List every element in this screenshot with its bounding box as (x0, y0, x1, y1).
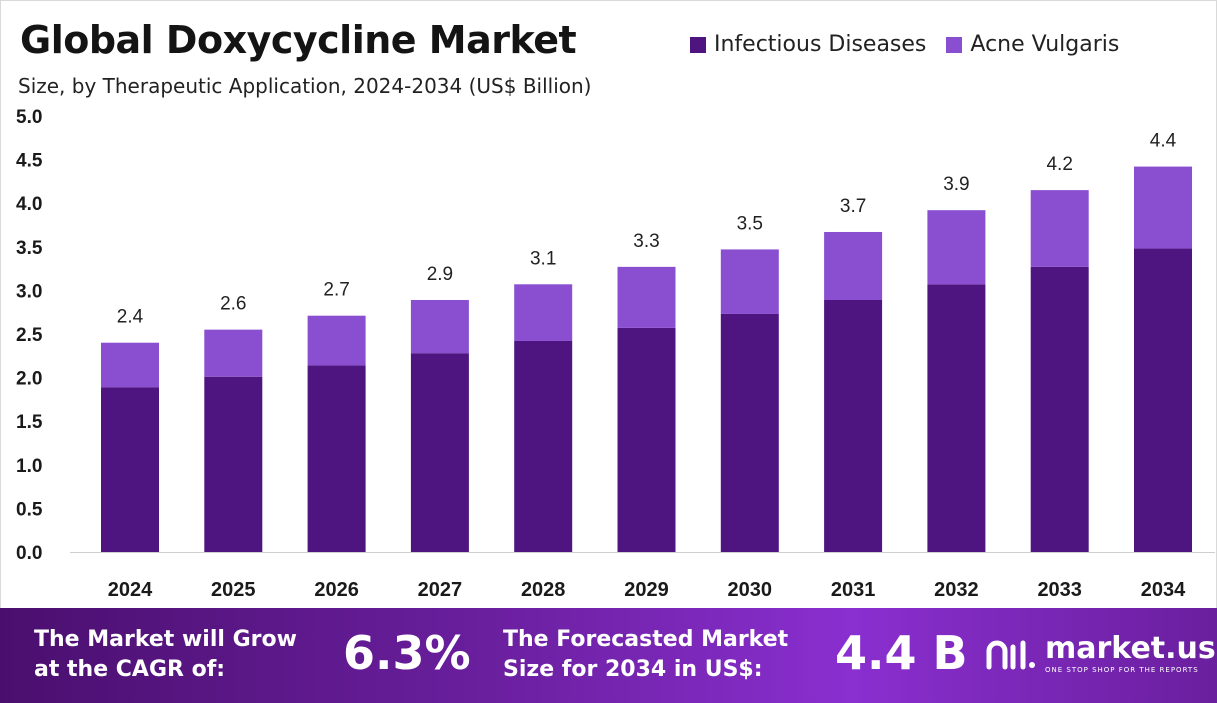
bar-acne-vulgaris (410, 299, 469, 354)
bar-acne-vulgaris (927, 210, 986, 285)
legend-swatch-acne-vulgaris (946, 36, 963, 53)
x-tick-label: 2032 (934, 579, 979, 601)
chart-title: Global Doxycycline Market (20, 18, 577, 62)
market-us-logo-icon (986, 640, 1035, 670)
forecast-value: 4.4 B (835, 626, 968, 680)
bar-infectious-diseases (927, 284, 986, 552)
y-tick-label: 1.0 (16, 456, 42, 477)
bar-infectious-diseases (101, 387, 159, 552)
bar-infectious-diseases (204, 376, 263, 552)
total-data-label: 2.4 (117, 307, 144, 328)
bar-acne-vulgaris (204, 329, 263, 377)
y-tick-label: 2.5 (16, 325, 43, 346)
y-tick-label: 4.0 (16, 194, 42, 215)
y-tick-label: 3.0 (16, 281, 42, 302)
x-tick-label: 2029 (624, 579, 669, 601)
bar-acne-vulgaris (101, 342, 159, 388)
bar-acne-vulgaris (720, 249, 779, 314)
y-tick-label: 2.0 (16, 369, 42, 390)
x-tick-label: 2028 (521, 579, 566, 601)
total-data-label: 2.7 (323, 280, 349, 301)
bar-infectious-diseases (514, 340, 573, 552)
bar-infectious-diseases (720, 313, 779, 552)
bar-infectious-diseases (410, 353, 469, 552)
bar-acne-vulgaris (1030, 190, 1089, 267)
bar-infectious-diseases (617, 327, 676, 552)
bar-infectious-diseases (307, 365, 366, 552)
y-tick-label: 1.5 (16, 412, 43, 433)
forecast-text: The Forecasted Market Size for 2034 in U… (503, 625, 788, 685)
logo-tagline: ONE STOP SHOP FOR THE REPORTS (1045, 666, 1199, 674)
market-us-logo-text: market.us ONE STOP SHOP FOR THE REPORTS (1045, 631, 1216, 675)
bar-infectious-diseases (1134, 248, 1192, 552)
legend-item-acne-vulgaris: Acne Vulgaris (946, 32, 1119, 57)
y-tick-label: 5.0 (16, 107, 42, 128)
x-tick-label: 2025 (211, 579, 256, 601)
x-tick-label: 2033 (1037, 579, 1082, 601)
legend: Infectious Diseases Acne Vulgaris (690, 32, 1119, 57)
y-tick-label: 4.5 (16, 151, 43, 172)
bar-acne-vulgaris (1134, 166, 1192, 249)
y-tick-label: 0.0 (16, 543, 42, 564)
bar-acne-vulgaris (824, 231, 883, 300)
total-data-label: 3.7 (840, 196, 866, 217)
total-data-label: 4.2 (1046, 154, 1072, 175)
cagr-text: The Market will Grow at the CAGR of: (34, 625, 297, 685)
chart-subtitle: Size, by Therapeutic Application, 2024-2… (18, 74, 592, 98)
bar-acne-vulgaris (307, 315, 366, 366)
y-tick-label: 3.5 (16, 238, 43, 259)
total-data-label: 3.1 (530, 248, 556, 269)
legend-label-infectious-diseases: Infectious Diseases (714, 32, 927, 57)
bar-infectious-diseases (1030, 266, 1089, 552)
legend-label-acne-vulgaris: Acne Vulgaris (970, 32, 1120, 57)
legend-item-infectious-diseases: Infectious Diseases (690, 32, 926, 57)
total-data-label: 3.3 (633, 231, 659, 252)
total-data-label: 3.5 (737, 213, 763, 234)
cagr-value: 6.3% (343, 626, 471, 680)
market-us-logo: market.us ONE STOP SHOP FOR THE REPORTS (985, 634, 1216, 674)
total-data-label: 2.6 (220, 294, 246, 315)
x-tick-label: 2030 (728, 579, 773, 601)
bar-acne-vulgaris (617, 266, 676, 328)
bar-infectious-diseases (824, 299, 883, 552)
x-tick-label: 2026 (314, 579, 359, 601)
total-data-label: 2.9 (427, 264, 453, 285)
x-tick-label: 2034 (1141, 579, 1186, 601)
cagr-text-line2: at the CAGR of: (34, 657, 226, 682)
y-tick-label: 0.5 (16, 499, 43, 520)
summary-banner: The Market will Grow at the CAGR of: 6.3… (0, 608, 1217, 703)
forecast-text-line1: The Forecasted Market (503, 627, 789, 652)
total-data-label: 4.4 (1150, 131, 1177, 152)
x-tick-label: 2024 (108, 579, 153, 601)
forecast-text-line2: Size for 2034 in US$: (503, 657, 763, 682)
legend-swatch-infectious-diseases (690, 36, 706, 53)
x-tick-label: 2027 (418, 579, 463, 601)
logo-name: market.us (1045, 631, 1216, 666)
cagr-text-line1: The Market will Grow (34, 627, 297, 652)
bar-acne-vulgaris (514, 284, 573, 341)
total-data-label: 3.9 (943, 174, 969, 195)
x-tick-label: 2031 (831, 579, 876, 601)
bar-chart: 0.0 0.5 1.0 1.5 2.0 2.5 3.0 3.5 4.0 4.5 5.0 2.4 2024… (16, 107, 1215, 601)
